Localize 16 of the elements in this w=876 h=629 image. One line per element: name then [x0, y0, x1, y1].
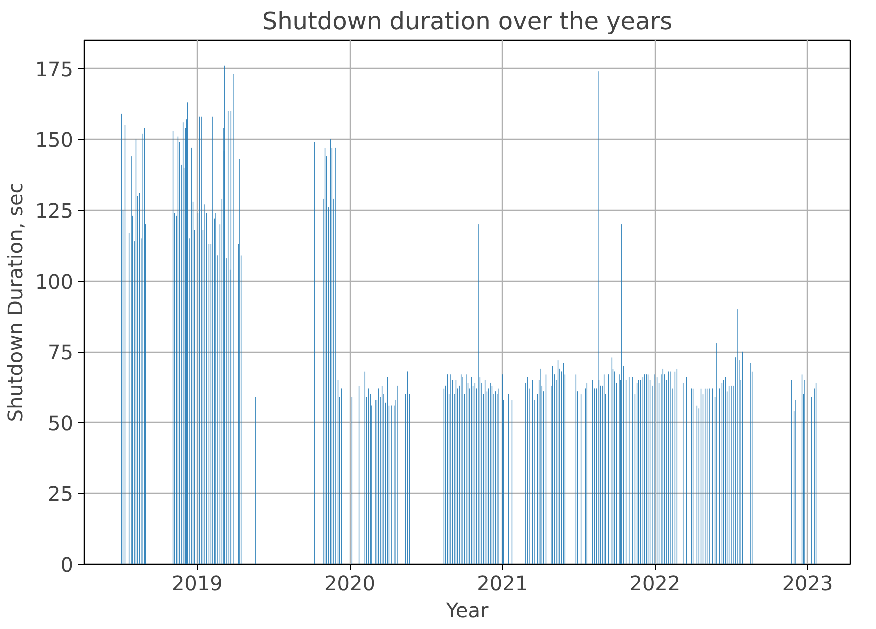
- x-tick-label: 2022: [630, 572, 681, 596]
- y-tick-label: 50: [48, 411, 74, 436]
- y-tick-label: 150: [35, 128, 74, 152]
- x-tick-label: 2019: [172, 572, 223, 596]
- x-axis-title: Year: [445, 598, 490, 622]
- y-tick-label: 25: [48, 482, 74, 506]
- y-tick-label: 0: [60, 553, 74, 577]
- y-tick-label: 175: [35, 57, 74, 82]
- y-axis-title: Shutdown Duration, sec: [3, 182, 28, 422]
- y-tick-label: 100: [35, 270, 74, 294]
- x-tick-label: 2021: [477, 572, 528, 596]
- x-tick-label: 2020: [324, 572, 376, 596]
- y-tick-label: 75: [48, 340, 74, 365]
- x-tick-label: 2023: [782, 572, 834, 596]
- chart-title: Shutdown duration over the years: [262, 8, 673, 36]
- y-tick-label: 125: [35, 198, 74, 223]
